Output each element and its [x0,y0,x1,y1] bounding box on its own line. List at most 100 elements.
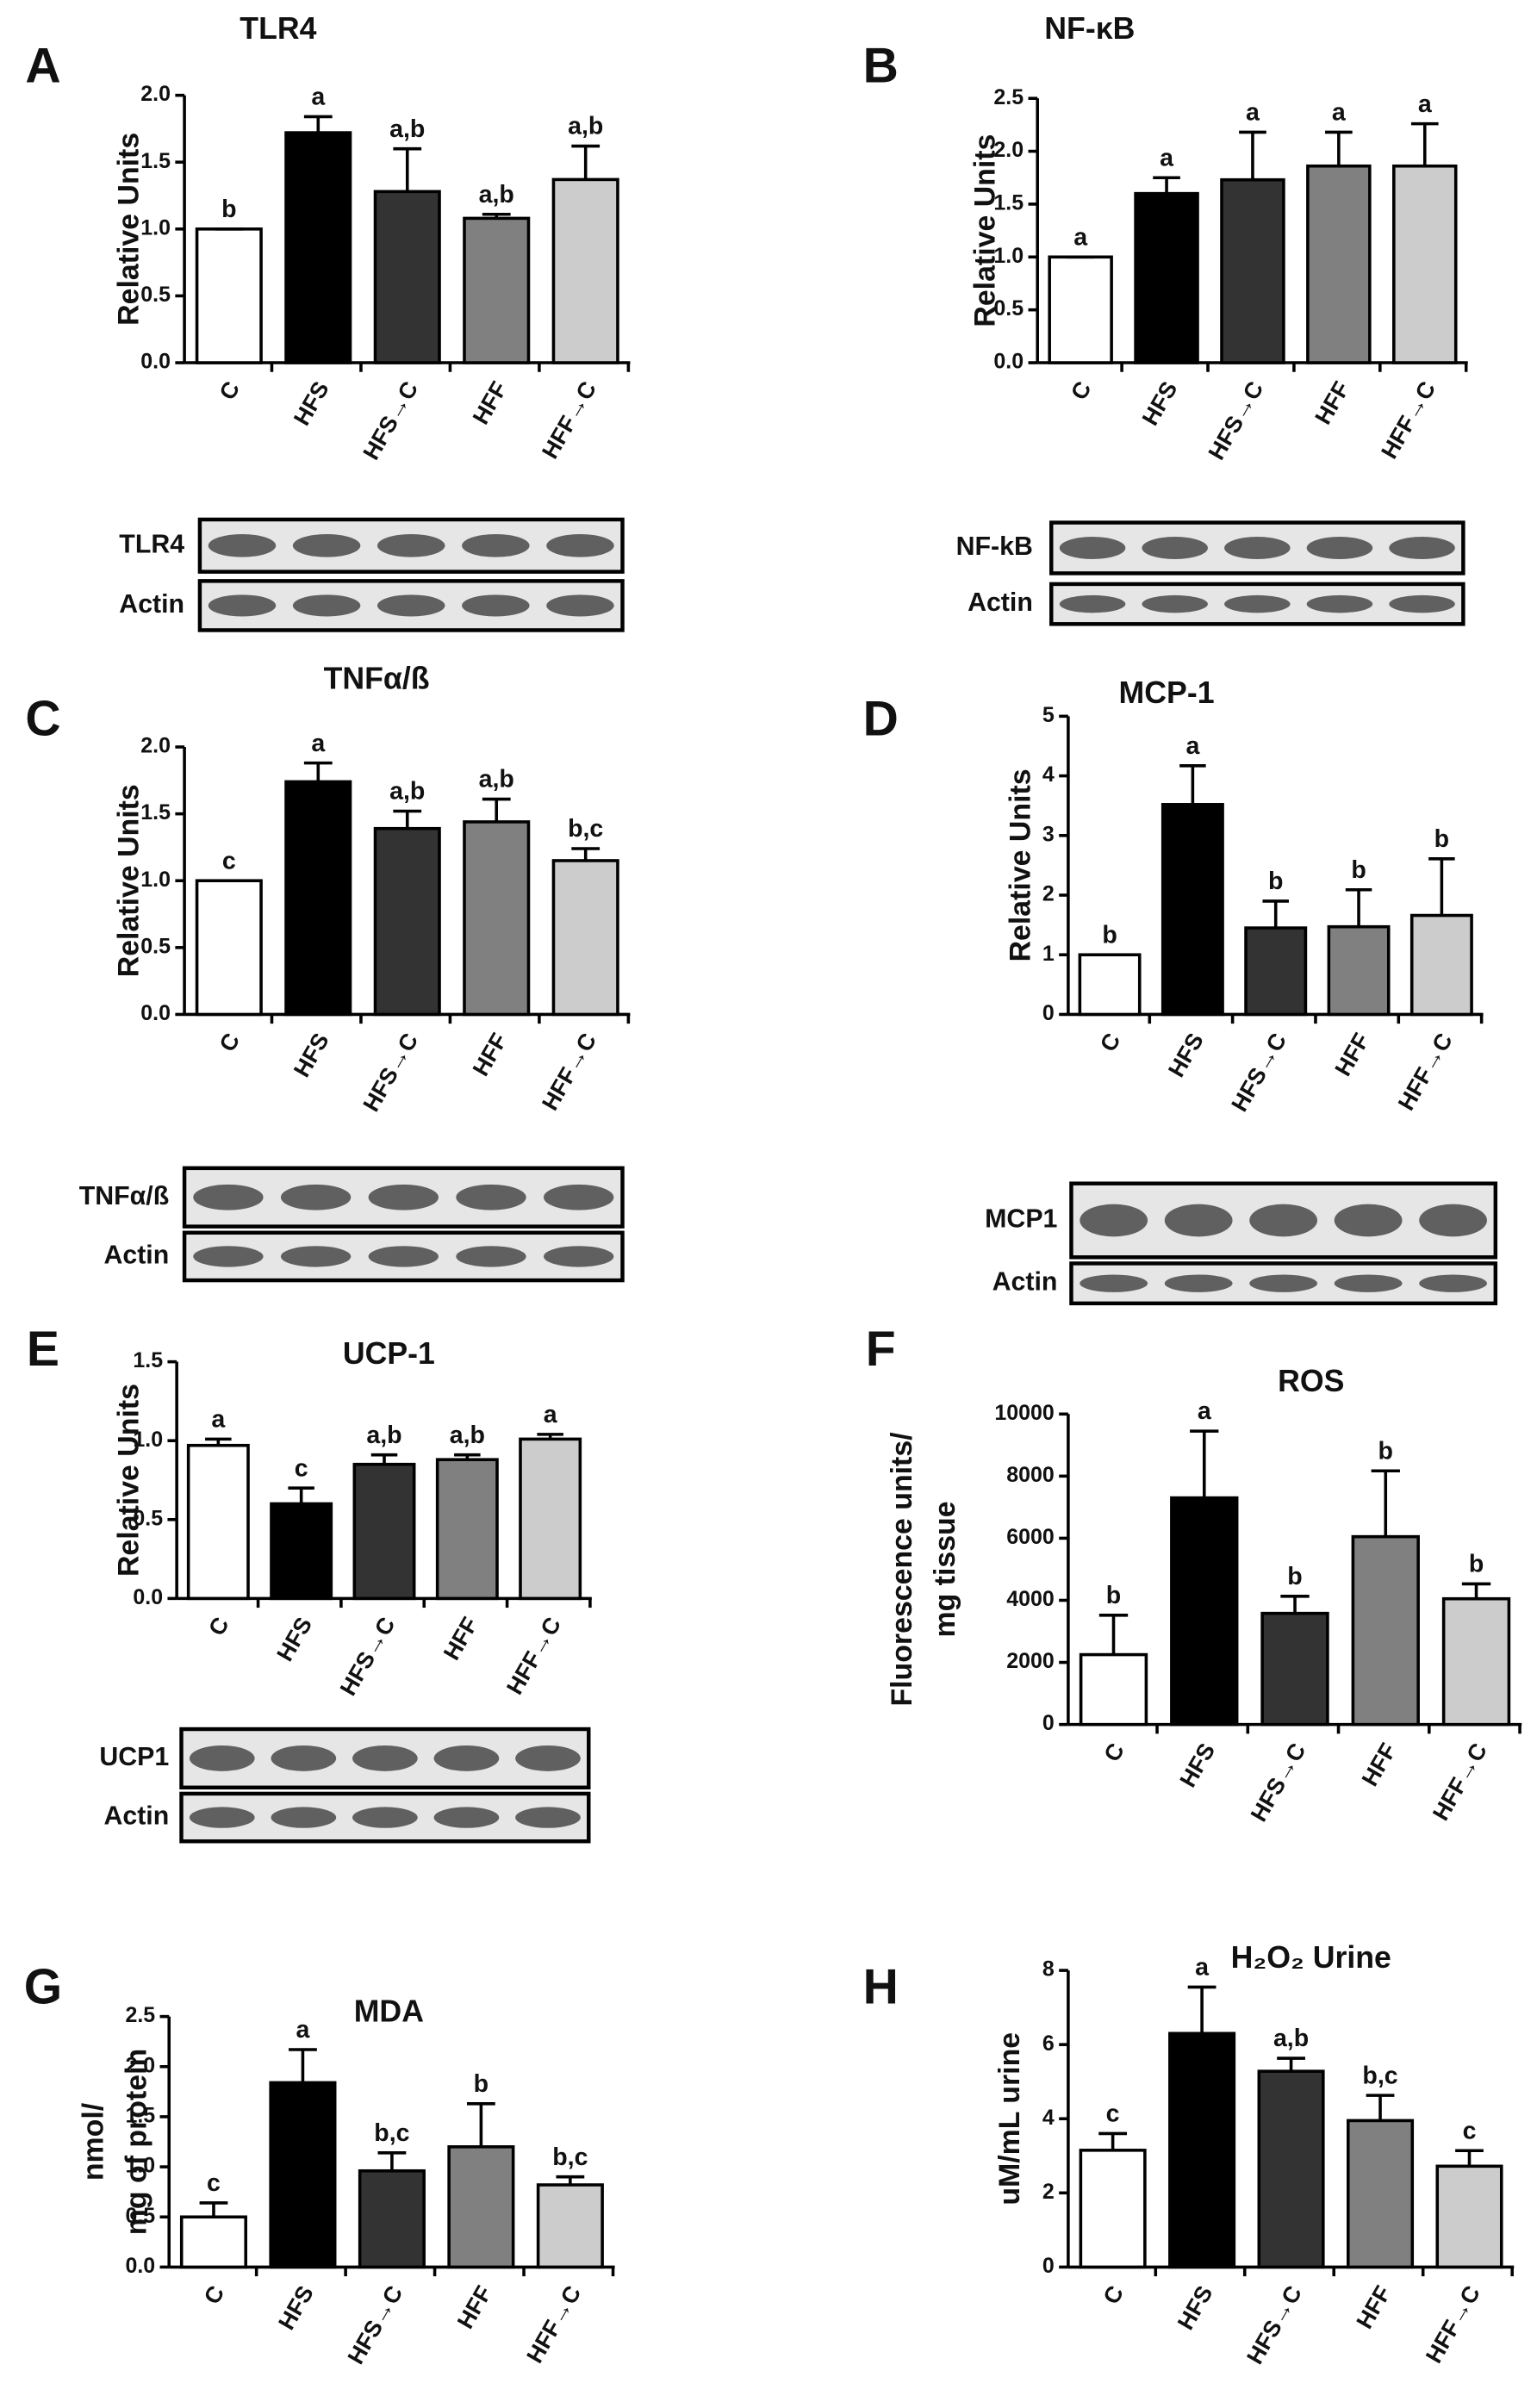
significance-label: b [221,196,236,223]
blot-band [515,1807,581,1828]
blot-label: Actin [968,588,1033,617]
significance-label: b,c [568,815,603,843]
bar [536,2183,604,2269]
y-tick-label: 2.5 [993,85,1024,109]
bar [1134,191,1199,364]
bar [1170,1496,1239,1727]
blot-band [1142,537,1208,559]
y-tick-label: 6 [1042,2032,1055,2056]
bar [1079,1652,1148,1727]
blot-band [1389,537,1455,559]
blot-label: MCP1 [985,1205,1057,1234]
blot-band [433,1807,500,1828]
chart-title: MDA [354,1994,424,2028]
x-tick-label: HFF [439,1613,483,1664]
x-tick-label: C [215,1029,246,1056]
error-bar [370,1453,398,1465]
y-tick-label: 0 [1042,2254,1055,2278]
bar [195,227,263,364]
blot-band [376,594,445,617]
blot-label: NF-kB [956,532,1033,561]
error-bar [571,144,600,180]
error-bar [377,2151,407,2171]
x-tick-label: HFF [452,2281,497,2333]
x-tick-label: HFS [1173,2281,1218,2334]
x-tick-label: C [1098,1739,1129,1766]
y-axis-label: Relative Units [113,784,146,977]
bar [463,216,531,364]
significance-label: a [211,1406,226,1434]
x-tick-label: HFF→C [521,2281,586,2368]
y-tick-label: 0 [1042,1001,1055,1025]
panel-letter: H [863,1959,899,2014]
blot-label: UCP1 [99,1743,169,1771]
blot-band [1224,537,1291,559]
y-tick-label: 0.5 [133,1506,163,1530]
y-tick-label: 4000 [1006,1587,1055,1611]
bar [435,1458,499,1601]
error-bar [1345,887,1372,927]
error-bar [303,115,333,134]
significance-label: a [544,1401,558,1428]
x-tick-label: HFF→C [537,1029,601,1115]
blot-label: Actin [993,1268,1058,1297]
y-tick-label: 5 [1042,703,1055,727]
bar [373,826,441,1017]
y-tick-label: 0 [1042,1711,1055,1735]
significance-label: a [1418,90,1433,118]
bar [284,780,352,1017]
error-bar [289,2048,317,2083]
significance-label: a [1198,1397,1212,1425]
x-tick-label: HFS→C [1246,1739,1311,1826]
blot-band [462,594,530,617]
significance-label: b,c [552,2144,588,2171]
y-tick-label: 10000 [994,1401,1054,1425]
y-tick-label: 1.0 [133,1428,163,1452]
y-tick-label: 4 [1042,2106,1055,2130]
panel-letter: B [863,38,899,93]
blot-band [271,1807,337,1828]
y-axis-label: Relative Units [1004,768,1036,961]
y-tick-label: 2.5 [125,2003,155,2027]
significance-label: b [1268,868,1283,895]
panel-letter: G [24,1959,62,2014]
y-tick-label: 1.0 [140,868,171,892]
y-tick-label: 1.5 [133,1348,163,1372]
blot-band [376,533,445,557]
y-axis-label: Relative Units [968,134,1001,327]
blot-band [352,1745,418,1771]
error-bar [1366,2094,1395,2121]
bar [551,177,619,364]
blot-band [1164,1274,1233,1292]
bar [1260,1611,1329,1727]
bar [358,2168,426,2269]
blot-band [546,594,614,617]
blot-band [292,533,361,557]
y-tick-label: 4 [1042,762,1055,787]
blot-band [271,1745,337,1771]
y-tick-label: 2.0 [140,82,171,106]
y-tick-label: 2.0 [993,138,1024,162]
error-bar [1179,764,1206,805]
bar [1078,953,1142,1017]
significance-label: b,c [374,2119,409,2147]
blot-band [433,1745,500,1771]
chart-title: TNFα/ß [324,662,430,696]
x-tick-label: HFF→C [1421,2281,1485,2368]
significance-label: a,b [366,1422,401,1449]
blot-band [1080,1204,1148,1237]
bar [1346,2119,1415,2269]
error-bar [454,1453,481,1460]
panel-letter: C [25,692,60,747]
blot-band [462,533,530,557]
blot-band [456,1246,526,1267]
x-tick-label: HFS [273,2281,319,2334]
significance-label: b [1469,1551,1484,1578]
bar [1161,803,1224,1017]
x-tick-label: HFS [271,1613,317,1665]
blot-band [1306,594,1373,613]
x-tick-label: C [1098,2281,1129,2309]
blot-band [1389,594,1455,613]
error-bar [1410,121,1439,166]
x-tick-label: HFF [468,1029,513,1080]
